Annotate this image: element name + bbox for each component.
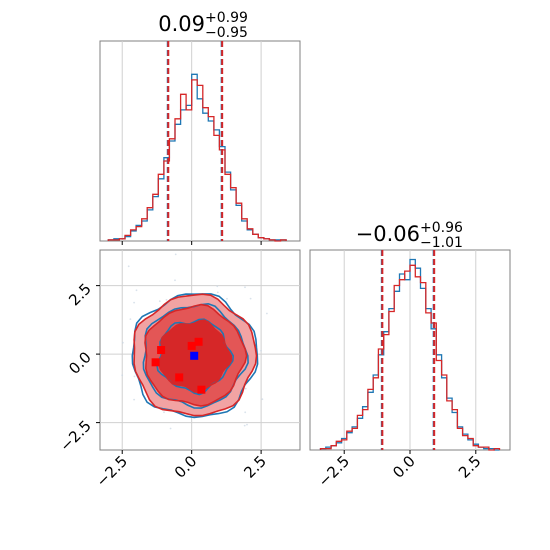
sample-point [127, 265, 130, 268]
histogram-series-0 [107, 73, 287, 241]
truth-point [190, 351, 199, 360]
joint-xtick-label: 2.5 [240, 452, 270, 482]
title-marginal-y-lower: −1.01 [420, 235, 463, 251]
title-marginal-y-upper: +0.96 [420, 220, 463, 236]
contour-line-red-inner [158, 319, 233, 394]
highlight-point [151, 358, 160, 367]
sample-point [246, 423, 248, 426]
histogram-series-0 [319, 258, 500, 451]
sample-point [121, 374, 124, 377]
contour-line-blue-outer [131, 293, 259, 419]
sample-point [165, 299, 168, 301]
sample-point [135, 289, 138, 292]
tick-labels: −2.5 0.0 2.5 −2.5 0.0 2.5 −2.5 0.0 2.5 [56, 280, 484, 491]
title-marginal-y-value: −0.06 [356, 222, 420, 246]
sample-point [226, 297, 228, 300]
sample-point [133, 375, 136, 378]
panel-marginal-x: 0.09 +0.99 −0.95 [99, 10, 301, 245]
histogram-x [107, 41, 287, 245]
marginal-y-xtick-label: 2.5 [455, 452, 485, 482]
title-marginal-x-value: 0.09 [158, 12, 205, 36]
histogram-series-1 [107, 79, 287, 242]
panel-joint [99, 249, 301, 451]
sample-point [249, 297, 252, 300]
highlight-point [187, 341, 196, 350]
sample-point [261, 398, 264, 401]
histogram-series-1 [319, 264, 501, 451]
sample-point [260, 349, 262, 352]
sample-point [174, 279, 176, 282]
sample-point [129, 318, 132, 320]
sample-point [133, 398, 136, 401]
panel-frame-joint [99, 249, 301, 451]
marginal-y-xtick-label: 0.0 [389, 452, 419, 482]
contour-area [100, 250, 300, 450]
sample-point [244, 387, 247, 390]
highlight-point [197, 385, 206, 394]
highlight-point [157, 346, 166, 354]
joint-ytick-label: 2.5 [65, 280, 95, 310]
highlight-point [175, 373, 184, 382]
marginal-y-xtick-label: −2.5 [315, 452, 353, 490]
joint-xtick-label: −2.5 [93, 452, 131, 490]
sample-point [133, 301, 136, 304]
sample-point [216, 285, 219, 288]
panel-marginal-y: −0.06 +0.96 −1.01 [309, 220, 511, 451]
sample-point [169, 427, 172, 430]
sample-point [163, 411, 165, 414]
title-marginal-x-upper: +0.99 [205, 10, 248, 26]
contour-line-red-mid [144, 303, 248, 407]
panel-frame-marginal-x [99, 40, 301, 242]
sample-point [122, 341, 124, 344]
sample-point [158, 300, 161, 303]
sample-point [174, 253, 177, 256]
title-marginal-x-lower: −0.95 [205, 25, 248, 41]
contour-line-blue-mid [142, 302, 249, 409]
joint-xtick-label: 0.0 [171, 452, 201, 482]
sample-point [244, 411, 247, 414]
joint-ytick-label: −2.5 [56, 417, 94, 455]
contour-line-red-outer [133, 293, 258, 417]
sample-point [243, 424, 246, 427]
joint-ytick-label: 0.0 [65, 348, 95, 378]
highlight-point [194, 337, 203, 346]
sample-point [244, 286, 246, 289]
sample-point [266, 312, 268, 315]
sample-point [216, 291, 219, 294]
histogram-y [319, 250, 501, 451]
